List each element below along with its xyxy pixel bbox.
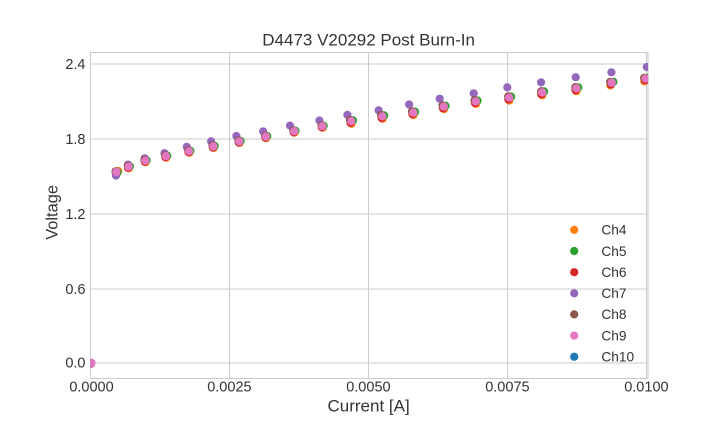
svg-text:Ch10: Ch10 (601, 350, 634, 365)
svg-text:Ch4: Ch4 (601, 223, 626, 238)
svg-text:Ch7: Ch7 (601, 286, 626, 301)
svg-text:0.0100: 0.0100 (624, 380, 668, 396)
svg-text:Voltage: Voltage (44, 185, 62, 240)
svg-text:Ch9: Ch9 (601, 328, 626, 343)
svg-text:0.0000: 0.0000 (69, 380, 113, 396)
svg-text:0.0: 0.0 (65, 356, 85, 372)
svg-text:D4473 V20292 Post Burn-In: D4473 V20292 Post Burn-In (262, 30, 475, 49)
svg-text:Current [A]: Current [A] (327, 396, 409, 415)
svg-text:1.2: 1.2 (65, 207, 85, 223)
svg-text:1.8: 1.8 (65, 132, 85, 148)
svg-text:2.4: 2.4 (65, 57, 85, 73)
svg-text:Ch5: Ch5 (601, 244, 626, 259)
svg-text:Ch6: Ch6 (601, 265, 626, 280)
svg-text:Ch8: Ch8 (601, 307, 626, 322)
svg-text:0.0075: 0.0075 (485, 380, 529, 396)
svg-text:0.0025: 0.0025 (207, 380, 251, 396)
svg-text:0.0050: 0.0050 (346, 380, 390, 396)
svg-text:0.6: 0.6 (65, 282, 85, 298)
